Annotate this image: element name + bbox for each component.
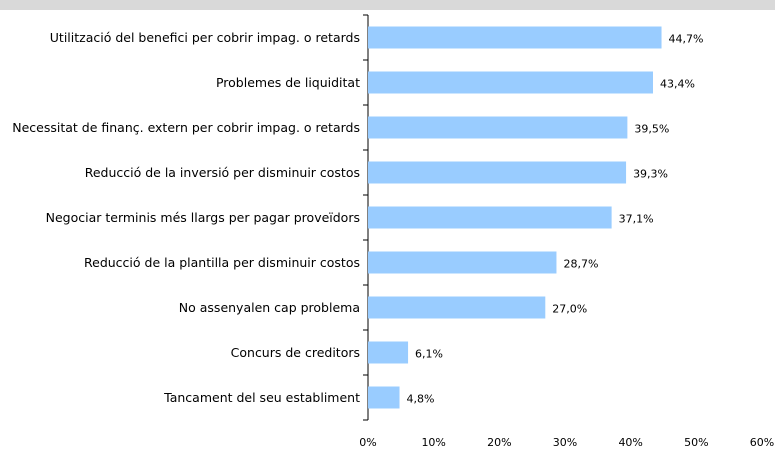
category-label: Necessitat de finanç. extern per cobrir … bbox=[0, 119, 360, 136]
data-label: 43,4% bbox=[660, 78, 695, 91]
data-label: 44,7% bbox=[669, 33, 704, 46]
bar bbox=[368, 71, 653, 94]
category-label: Reducció de la plantilla per disminuir c… bbox=[0, 254, 360, 271]
category-text: Necessitat de finanç. extern per cobrir … bbox=[12, 120, 360, 135]
category-label: Utilització del benefici per cobrir impa… bbox=[0, 29, 360, 46]
data-label: 27,0% bbox=[552, 303, 587, 316]
x-tick-label: 20% bbox=[487, 436, 511, 449]
category-text: Utilització del benefici per cobrir impa… bbox=[49, 30, 360, 45]
category-text: No assenyalen cap problema bbox=[178, 300, 360, 315]
data-label: 28,7% bbox=[563, 258, 598, 271]
category-label: Negociar terminis més llargs per pagar p… bbox=[0, 209, 360, 226]
category-text: Tancament del seu establiment bbox=[164, 390, 360, 405]
top-strip bbox=[0, 0, 775, 10]
category-text: Negociar terminis més llargs per pagar p… bbox=[45, 210, 360, 225]
bar bbox=[368, 386, 400, 409]
category-text: Reducció de la inversió per disminuir co… bbox=[84, 165, 360, 180]
bar bbox=[368, 251, 557, 274]
x-tick-label: 10% bbox=[421, 436, 445, 449]
data-label: 6,1% bbox=[415, 348, 443, 361]
bar bbox=[368, 341, 409, 364]
data-label: 39,5% bbox=[634, 123, 669, 136]
category-text: Reducció de la plantilla per disminuir c… bbox=[84, 255, 360, 270]
bar bbox=[368, 116, 628, 139]
bar bbox=[368, 26, 662, 49]
category-label: No assenyalen cap problema bbox=[0, 299, 360, 316]
category-label: Reducció de la inversió per disminuir co… bbox=[0, 164, 360, 181]
category-label: Concurs de creditors bbox=[0, 344, 360, 361]
category-text: Concurs de creditors bbox=[230, 345, 360, 360]
data-label: 37,1% bbox=[619, 213, 654, 226]
x-tick-label: 0% bbox=[359, 436, 376, 449]
x-tick-label: 60% bbox=[750, 436, 774, 449]
data-label: 39,3% bbox=[633, 168, 668, 181]
x-tick-label: 40% bbox=[618, 436, 642, 449]
category-text: Problemes de liquiditat bbox=[215, 75, 360, 90]
x-tick-label: 30% bbox=[553, 436, 577, 449]
x-tick-label: 50% bbox=[684, 436, 708, 449]
data-label: 4,8% bbox=[407, 393, 435, 406]
category-label: Problemes de liquiditat bbox=[0, 74, 360, 91]
category-label: Tancament del seu establiment bbox=[0, 389, 360, 406]
bar bbox=[368, 296, 546, 319]
bar bbox=[368, 206, 612, 229]
bar bbox=[368, 161, 627, 184]
